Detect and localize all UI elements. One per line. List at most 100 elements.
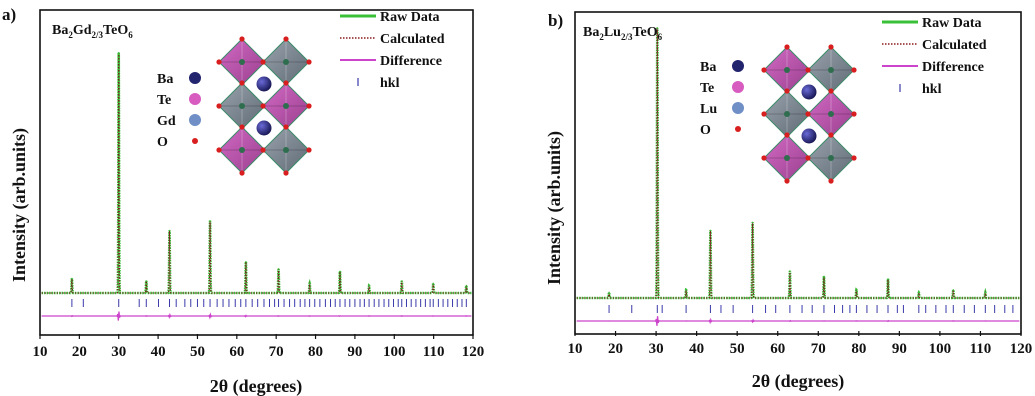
- raw-data-line: [41, 52, 472, 295]
- oxygen-atom: [260, 147, 266, 153]
- x-tick-label: 80: [851, 341, 866, 357]
- b-site-atom: [828, 67, 834, 73]
- plot-frame-a: [39, 9, 474, 336]
- x-tick-label: 120: [462, 344, 485, 360]
- legend-label: Calculated: [922, 38, 987, 53]
- x-tick-label: 80: [308, 344, 323, 360]
- x-axis-ticks-b: 10 20 30 40 50 60 70 80 90 100 110 120: [568, 331, 1033, 357]
- crystal-structure-inset-b: [761, 44, 857, 184]
- series-legend-b: Raw Data Calculated Difference hkl: [882, 16, 987, 97]
- atom-legend-label: Lu: [700, 102, 717, 117]
- legend-label: Raw Data: [922, 16, 982, 31]
- atom-legend-swatch: [189, 114, 201, 126]
- b-site-atom: [283, 147, 289, 153]
- series-legend-a: Raw Data Calculated Difference hkl: [340, 10, 445, 91]
- oxygen-atom: [805, 155, 811, 161]
- b-site-atom: [828, 155, 834, 161]
- oxygen-atom: [260, 59, 266, 65]
- atom-legend-label: Gd: [157, 114, 176, 129]
- peak-point: [823, 275, 825, 278]
- legend-label: hkl: [380, 76, 400, 91]
- b-site-atom: [784, 111, 790, 117]
- b-site-atom: [784, 155, 790, 161]
- ba-atom: [801, 84, 817, 100]
- atom-legend-label: Te: [700, 81, 714, 96]
- atom-legend-swatch: [735, 126, 741, 132]
- panel-b: b) Intensity (arb.units) Ba2Lu2/3TeO6 Ba…: [544, 11, 1032, 392]
- x-tick-label: 100: [383, 344, 406, 360]
- peak-point: [751, 221, 754, 224]
- atom-legend-swatch: [732, 102, 744, 114]
- x-tick-label: 90: [347, 344, 362, 360]
- peak-point: [432, 282, 435, 285]
- oxygen-atom: [260, 103, 266, 109]
- oxygen-atom: [283, 124, 289, 130]
- peak-point: [608, 291, 610, 294]
- peak-point: [277, 268, 280, 270]
- x-tick-label: 20: [72, 344, 87, 360]
- calculated-line: [41, 52, 472, 294]
- oxygen-atom: [239, 80, 245, 86]
- peak-point: [952, 289, 955, 291]
- oxygen-atom: [851, 155, 857, 161]
- x-tick-label: 60: [770, 341, 785, 357]
- x-tick-label: 110: [970, 341, 992, 357]
- atom-legend-swatch: [189, 72, 201, 84]
- atom-legend-label: O: [700, 123, 711, 138]
- y-axis-label: Intensity (arb.units): [9, 128, 30, 282]
- x-axis-label-b: 2θ (degrees): [752, 371, 845, 392]
- atom-legend-label: Ba: [157, 72, 173, 87]
- oxygen-atom: [216, 103, 222, 109]
- oxygen-atom: [306, 147, 312, 153]
- x-tick-label: 30: [111, 344, 126, 360]
- b-site-atom: [239, 147, 245, 153]
- oxygen-atom: [239, 36, 245, 42]
- oxygen-atom: [239, 170, 245, 176]
- peak-point: [71, 277, 73, 280]
- atom-legend-swatch: [732, 81, 744, 93]
- y-axis-label-b: Intensity (arb.units): [544, 131, 565, 285]
- x-tick-label: 30: [649, 341, 664, 357]
- x-tick-label: 50: [190, 344, 205, 360]
- oxygen-atom: [306, 103, 312, 109]
- atom-legend-swatch: [189, 93, 201, 105]
- oxygen-atom: [239, 124, 245, 130]
- x-tick-label: 70: [811, 341, 826, 357]
- oxygen-atom: [805, 111, 811, 117]
- atom-legend-a: Ba Te Gd O: [157, 72, 201, 150]
- peak-point: [209, 220, 211, 222]
- peak-point: [984, 291, 987, 294]
- b-site-atom: [283, 103, 289, 109]
- atom-legend-label: Te: [157, 93, 171, 108]
- legend-label: Raw Data: [380, 10, 440, 25]
- atom-legend-b: Ba Te Lu O: [700, 60, 744, 138]
- x-tick-label: 40: [151, 344, 166, 360]
- legend-label: hkl: [922, 82, 942, 97]
- x-tick-label: 60: [229, 344, 244, 360]
- oxygen-atom: [283, 170, 289, 176]
- panel-a-label: a): [2, 5, 16, 24]
- x-tick-label: 100: [929, 341, 952, 357]
- oxygen-atom: [283, 36, 289, 42]
- oxygen-atom: [761, 111, 767, 117]
- x-tick-label: 10: [568, 341, 583, 357]
- legend-label: Calculated: [380, 32, 445, 47]
- plot-area-a: [41, 51, 472, 321]
- oxygen-atom: [828, 132, 834, 138]
- panel-a: a) Intensity (arb.units) Ba2Gd2/3TeO6 Ba…: [2, 5, 484, 396]
- peak-point: [308, 282, 311, 285]
- b-site-atom: [784, 67, 790, 73]
- peak-point: [887, 278, 889, 280]
- peak-point: [168, 229, 171, 232]
- atom-legend-swatch: [192, 138, 198, 144]
- atom-legend-label: O: [157, 135, 168, 150]
- x-tick-label: 20: [608, 341, 623, 357]
- peak-point: [789, 270, 791, 272]
- x-tick-label: 10: [33, 344, 48, 360]
- ba-atom: [256, 120, 272, 136]
- x-tick-label: 120: [1010, 341, 1033, 357]
- oxygen-atom: [851, 111, 857, 117]
- x-axis-label-a: 2θ (degrees): [210, 376, 303, 396]
- peak-point: [145, 280, 148, 282]
